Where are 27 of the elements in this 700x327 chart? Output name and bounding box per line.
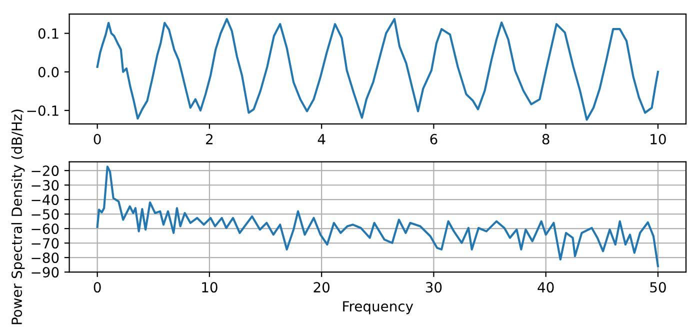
y-tick-label: −20 bbox=[32, 166, 59, 176]
x-tick-label: 2 bbox=[206, 134, 212, 144]
x-axis-title: Frequency bbox=[343, 301, 414, 314]
x-tick-label: 10 bbox=[650, 134, 666, 144]
x-tick-label: 10 bbox=[202, 282, 218, 293]
x-tick-label: 30 bbox=[426, 282, 442, 293]
y-tick-label: 0.0 bbox=[38, 66, 59, 78]
x-tick-label: 0 bbox=[94, 282, 101, 293]
line-series bbox=[96, 166, 660, 268]
y-tick-label: −60 bbox=[32, 224, 59, 234]
y-tick-label: −70 bbox=[32, 238, 59, 249]
x-tick-label: 40 bbox=[538, 282, 554, 293]
x-tick-label: 8 bbox=[542, 134, 550, 144]
x-tick-label: 6 bbox=[430, 134, 438, 144]
y-tick-label: −40 bbox=[32, 194, 59, 206]
y-tick-label: −50 bbox=[32, 209, 59, 220]
y-tick-label: 0.1 bbox=[38, 28, 58, 39]
line-series bbox=[96, 18, 660, 121]
y-tick-label: −0.1 bbox=[27, 105, 58, 116]
x-tick-label: 4 bbox=[318, 134, 326, 144]
y-axis-title: Power Spectral Density (dB/Hz) bbox=[11, 110, 25, 324]
y-tick-label: −30 bbox=[32, 180, 59, 191]
y-tick-label: −80 bbox=[32, 252, 59, 264]
y-tick-label: −90 bbox=[32, 267, 59, 278]
x-tick-label: 0 bbox=[94, 134, 101, 144]
x-tick-label: 50 bbox=[650, 282, 666, 293]
x-tick-label: 20 bbox=[314, 282, 330, 293]
